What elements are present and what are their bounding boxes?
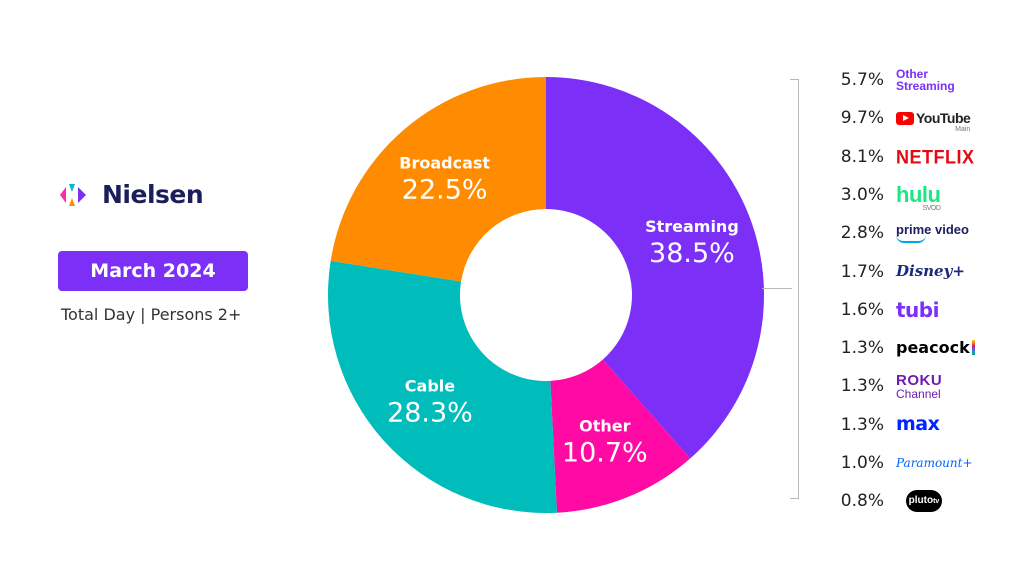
slice-streaming (546, 77, 764, 459)
slice-broadcast (330, 77, 546, 282)
nielsen-logo-icon (60, 183, 86, 206)
slice-label-cable: Cable (405, 376, 455, 395)
breakdown-row: 0.8% pluto tv (820, 483, 1020, 519)
breakdown-value: 1.3% (840, 338, 884, 359)
other-streaming-text: Other Streaming (896, 67, 955, 93)
prime-video-wordmark: prime video (896, 223, 969, 244)
breakdown-value: 3.0% (840, 184, 884, 205)
breakdown-row: 2.8% prime video (820, 215, 1020, 251)
breakdown-value: 5.7% (840, 70, 884, 90)
audience-subtitle: Total Day | Persons 2+ (61, 305, 242, 324)
tubi-wordmark: tubi (896, 297, 939, 322)
breakdown-row: 1.7% Disney+ (820, 254, 1020, 290)
breakdown-value: 1.6% (840, 299, 884, 320)
breakdown-row: 1.3% ROKU Channel (820, 368, 1020, 404)
breakdown-row: 9.7% YouTube Main (820, 100, 1020, 136)
breakdown-row: 1.3% max (820, 407, 1020, 443)
breakdown-row: 1.3% peacock (820, 330, 1020, 366)
breakdown-row: 1.6% tubi (820, 292, 1020, 328)
breakdown-row: 1.0% Paramount+ (820, 445, 1020, 481)
roku-channel-wordmark: ROKU Channel (896, 371, 943, 401)
slice-value-cable: 28.3% (387, 397, 473, 428)
paramount-plus-wordmark: Paramount+ (896, 456, 973, 470)
breakdown-row: 5.7% Other Streaming (820, 62, 1020, 98)
slice-label-other: Other (579, 416, 630, 435)
nielsen-logo: Nielsen (58, 180, 204, 209)
breakdown-value: 9.7% (840, 108, 884, 129)
slice-label-streaming: Streaming (645, 217, 739, 236)
date-badge: March 2024 (58, 251, 248, 291)
netflix-wordmark: NETFLIX (896, 145, 975, 168)
breakdown-row: 3.0% hulu SVOD (820, 177, 1020, 213)
pluto-tv-badge: pluto tv (906, 490, 942, 513)
breakdown-row: 8.1% NETFLIX (820, 139, 1020, 175)
streaming-bracket (790, 79, 799, 499)
breakdown-value: 1.3% (840, 414, 884, 435)
breakdown-value: 1.7% (840, 261, 884, 282)
slice-value-broadcast: 22.5% (402, 174, 488, 205)
slice-value-streaming: 38.5% (649, 238, 735, 269)
max-wordmark: max (896, 413, 940, 436)
youtube-play-icon: YouTube Main (896, 111, 971, 133)
hulu-wordmark: hulu SVOD (896, 181, 941, 212)
breakdown-value: 1.3% (840, 376, 884, 397)
breakdown-value: 0.8% (840, 491, 884, 512)
slice-label-broadcast: Broadcast (399, 153, 490, 172)
breakdown-value: 2.8% (840, 223, 884, 244)
disney-plus-wordmark: Disney+ (896, 262, 965, 280)
breakdown-value: 8.1% (840, 146, 884, 167)
nielsen-wordmark: Nielsen (102, 180, 204, 209)
slice-cable (327, 260, 557, 513)
breakdown-value: 1.0% (840, 453, 884, 473)
peacock-wordmark: peacock (896, 340, 975, 356)
slice-value-other: 10.7% (562, 437, 648, 468)
bracket-arm (762, 288, 792, 289)
slice-other (550, 359, 691, 513)
youtube-play-button-icon (896, 111, 914, 125)
